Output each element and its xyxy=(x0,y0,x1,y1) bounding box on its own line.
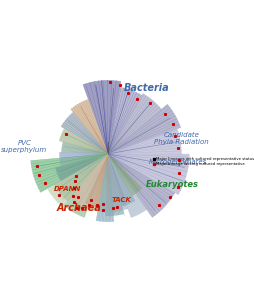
Polygon shape xyxy=(107,154,135,206)
Polygon shape xyxy=(61,142,107,154)
Text: Major lineages with cultured representative status: Major lineages with cultured representat… xyxy=(156,157,253,161)
Polygon shape xyxy=(47,154,107,207)
Text: Archaea: Archaea xyxy=(56,203,101,213)
Polygon shape xyxy=(107,154,189,195)
Text: Major lineage lacking cultured representative: Major lineage lacking cultured represent… xyxy=(156,162,244,166)
Polygon shape xyxy=(107,87,141,154)
Polygon shape xyxy=(105,154,123,216)
Text: Candidate
Phyla Radiation: Candidate Phyla Radiation xyxy=(154,132,208,145)
Polygon shape xyxy=(88,154,107,212)
Polygon shape xyxy=(60,112,107,154)
Text: Bacteria: Bacteria xyxy=(123,83,169,93)
Polygon shape xyxy=(107,154,146,218)
Text: Microgenomates: Microgenomates xyxy=(148,159,206,165)
Polygon shape xyxy=(54,154,107,202)
Polygon shape xyxy=(107,154,127,212)
Polygon shape xyxy=(70,99,107,154)
Text: TACK: TACK xyxy=(111,197,131,203)
Polygon shape xyxy=(59,152,107,166)
Polygon shape xyxy=(107,93,161,154)
Polygon shape xyxy=(70,154,107,207)
Text: DPANN: DPANN xyxy=(53,186,81,192)
Polygon shape xyxy=(85,154,107,207)
Polygon shape xyxy=(55,154,107,181)
Text: PVC
superphylum: PVC superphylum xyxy=(1,140,47,153)
Polygon shape xyxy=(82,80,120,154)
Polygon shape xyxy=(107,129,181,154)
Polygon shape xyxy=(30,154,107,193)
Text: Eukaryotes: Eukaryotes xyxy=(145,181,198,190)
Polygon shape xyxy=(64,154,107,218)
Polygon shape xyxy=(107,104,180,154)
Polygon shape xyxy=(96,154,113,222)
Polygon shape xyxy=(107,154,142,196)
Polygon shape xyxy=(107,154,174,218)
Polygon shape xyxy=(59,129,107,154)
